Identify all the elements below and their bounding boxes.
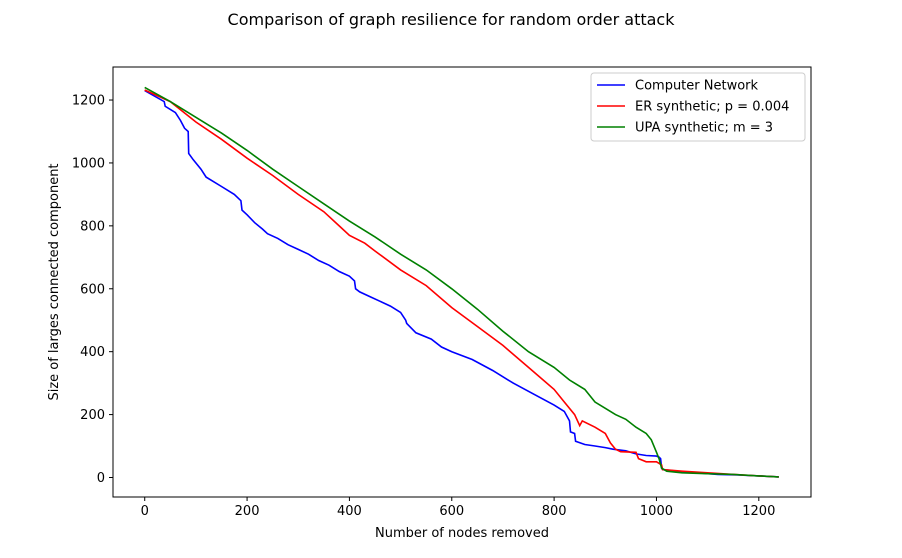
legend-label-1: Computer Network	[635, 79, 759, 94]
plot-frame	[112, 66, 812, 498]
x-tick-label: 0	[141, 504, 149, 519]
series-line-1	[144, 89, 779, 478]
y-axis-label: Size of larges connected component	[47, 163, 62, 400]
y-tick-label: 0	[97, 471, 105, 486]
x-axis-label: Number of nodes removed	[375, 526, 549, 541]
x-tick-label: 1000	[640, 504, 673, 519]
x-tick-label: 800	[542, 504, 567, 519]
y-tick-label: 800	[80, 219, 105, 234]
y-tick-label: 600	[80, 282, 105, 297]
x-tick-label: 200	[235, 504, 260, 519]
legend-box	[590, 72, 806, 142]
x-tick-label: 400	[337, 504, 362, 519]
y-tick-label: 1000	[72, 156, 105, 171]
y-tick-label: 1200	[72, 94, 105, 109]
legend-label-2: ER synthetic; p = 0.004	[635, 100, 789, 115]
chart-title: Comparison of graph resilience for rando…	[228, 10, 676, 29]
legend: Computer Network ER synthetic; p = 0.004 U…	[590, 72, 806, 142]
legend-label-3: UPA synthetic; m = 3	[635, 121, 773, 136]
x-tick-label: 600	[439, 504, 464, 519]
y-tick-label: 200	[80, 408, 105, 423]
y-tick-label: 400	[80, 345, 105, 360]
plot-lines	[144, 86, 779, 478]
axis-ticks: 0 200 400 600 800 1000 1200 0 200 400 600 800 1000 12…	[72, 94, 775, 519]
x-tick-label: 1200	[742, 504, 775, 519]
series-line-3	[144, 86, 779, 478]
